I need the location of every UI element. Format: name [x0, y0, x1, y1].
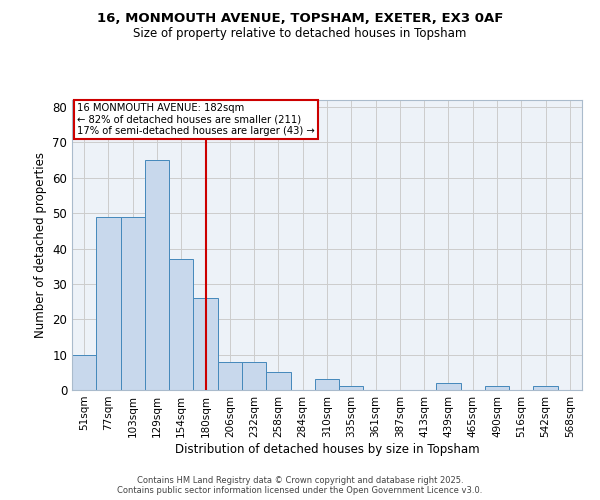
- Text: 16, MONMOUTH AVENUE, TOPSHAM, EXETER, EX3 0AF: 16, MONMOUTH AVENUE, TOPSHAM, EXETER, EX…: [97, 12, 503, 26]
- Y-axis label: Number of detached properties: Number of detached properties: [34, 152, 47, 338]
- Bar: [121, 216, 145, 390]
- Bar: [169, 259, 193, 390]
- Bar: [96, 216, 121, 390]
- Text: Size of property relative to detached houses in Topsham: Size of property relative to detached ho…: [133, 28, 467, 40]
- Bar: [242, 362, 266, 390]
- Bar: [485, 386, 509, 390]
- Bar: [266, 372, 290, 390]
- Bar: [315, 380, 339, 390]
- Bar: [533, 386, 558, 390]
- Bar: [436, 383, 461, 390]
- Bar: [145, 160, 169, 390]
- Bar: [72, 354, 96, 390]
- X-axis label: Distribution of detached houses by size in Topsham: Distribution of detached houses by size …: [175, 442, 479, 456]
- Bar: [339, 386, 364, 390]
- Bar: [193, 298, 218, 390]
- Text: 16 MONMOUTH AVENUE: 182sqm
← 82% of detached houses are smaller (211)
17% of sem: 16 MONMOUTH AVENUE: 182sqm ← 82% of deta…: [77, 103, 315, 136]
- Text: Contains HM Land Registry data © Crown copyright and database right 2025.
Contai: Contains HM Land Registry data © Crown c…: [118, 476, 482, 495]
- Bar: [218, 362, 242, 390]
